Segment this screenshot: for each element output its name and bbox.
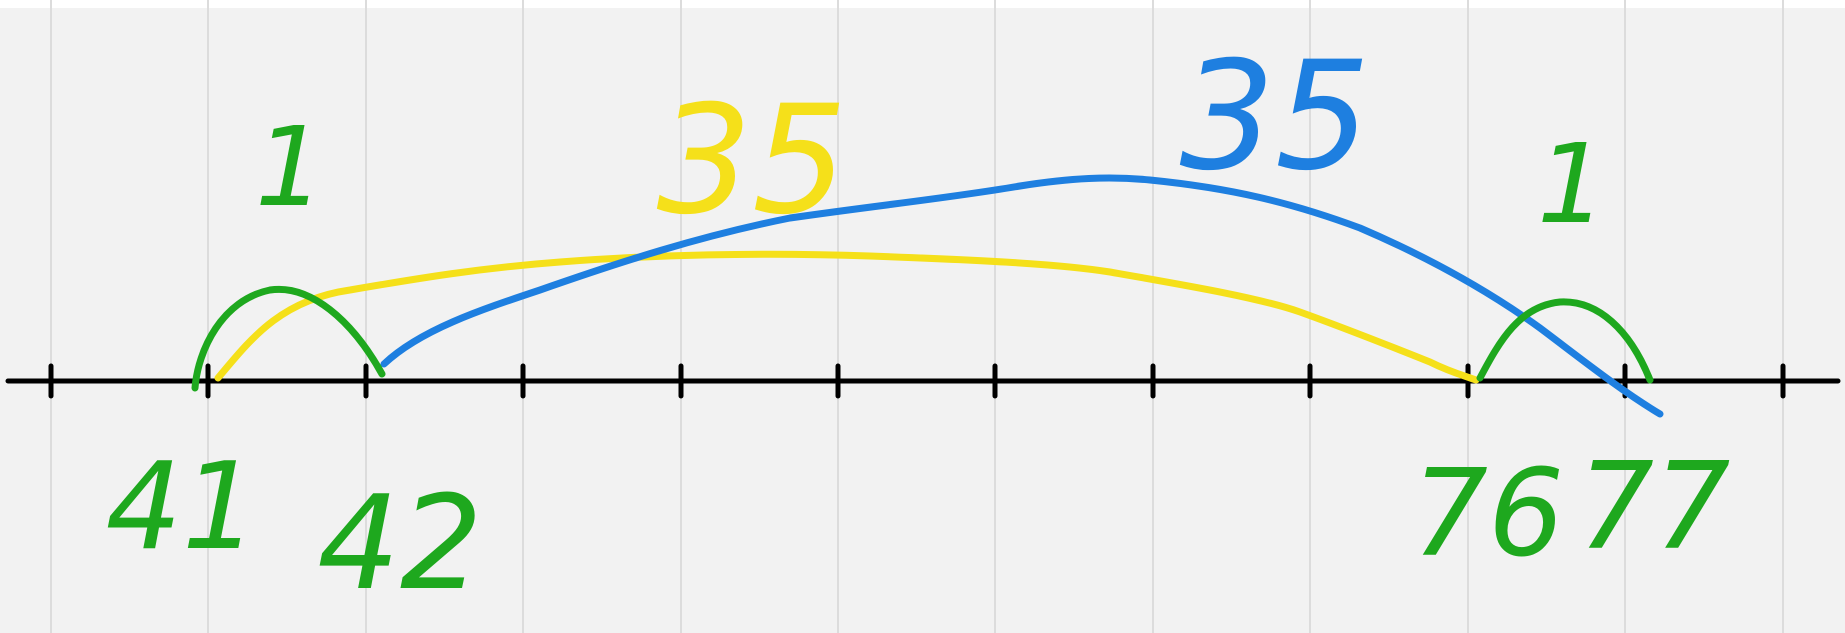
jump-size-label-42-77: 35 xyxy=(1180,30,1371,204)
number-label-42: 42 xyxy=(317,467,482,619)
number-label-76: 76 xyxy=(1412,445,1565,584)
jump-arc-41-to-76 xyxy=(218,254,1476,380)
jump-size-label-41-76: 35 xyxy=(657,74,848,248)
jump-size-label-41-42: 1 xyxy=(255,103,325,231)
number-label-77: 77 xyxy=(1578,438,1731,577)
number-line-axis xyxy=(8,366,1838,396)
number-label-41: 41 xyxy=(106,438,259,577)
jump-size-label-76-77: 1 xyxy=(1537,120,1607,248)
